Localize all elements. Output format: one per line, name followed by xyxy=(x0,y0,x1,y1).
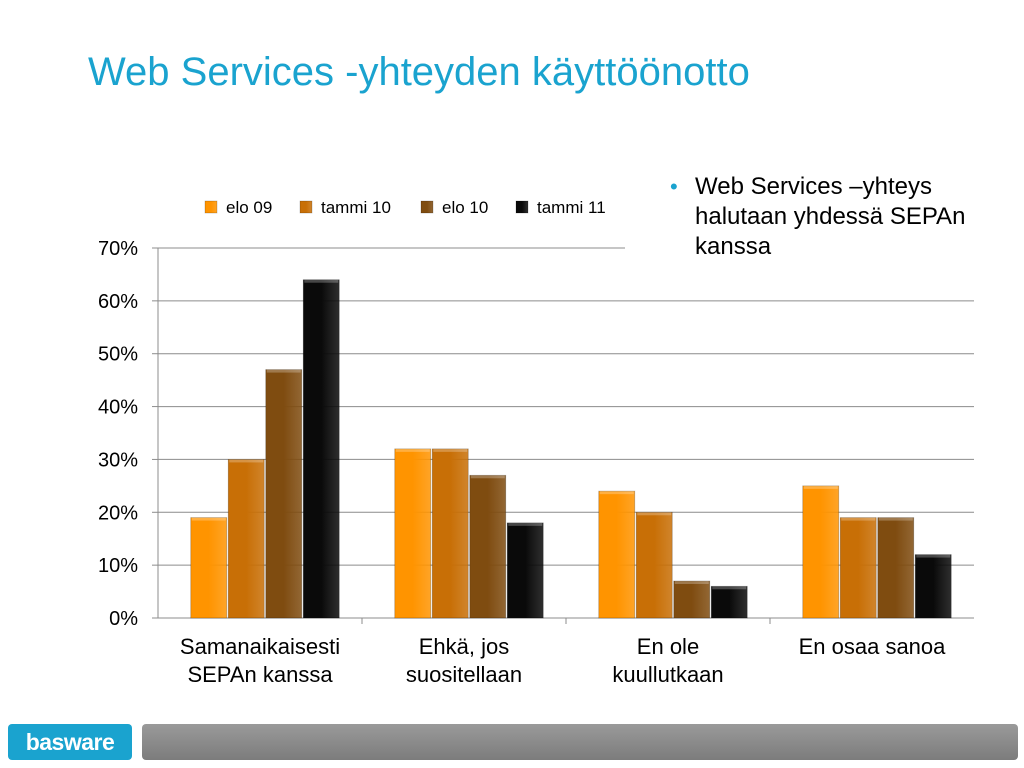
y-tick-label: 30% xyxy=(98,449,138,471)
bar xyxy=(469,474,507,619)
bar xyxy=(673,580,711,619)
slide-title: Web Services -yhteyden käyttöönotto xyxy=(88,50,750,94)
bar xyxy=(802,485,840,619)
bar-highlight xyxy=(470,475,505,479)
basware-logo: basware xyxy=(8,724,132,760)
bar xyxy=(265,369,303,619)
bar-highlight xyxy=(599,491,634,495)
y-tick-label: 60% xyxy=(98,291,138,313)
bar xyxy=(839,517,877,619)
bar-highlight xyxy=(229,459,264,463)
y-tick-label: 20% xyxy=(98,502,138,524)
x-tick-label: Ehkä, jos suositellaan xyxy=(406,634,522,687)
bar-highlight xyxy=(266,369,301,373)
x-axis-category-labels: Samanaikaisesti SEPAn kanssa Ehkä, jos suos… xyxy=(180,634,946,687)
y-tick-label: 40% xyxy=(98,397,138,419)
legend-label: tammi 11 xyxy=(537,198,606,217)
bar-highlight xyxy=(191,517,226,521)
y-tick-label: 50% xyxy=(98,344,138,366)
bar xyxy=(877,517,915,619)
legend-label: tammi 10 xyxy=(321,198,391,217)
bar xyxy=(710,585,748,619)
x-tick-label: Samanaikaisesti SEPAn kanssa xyxy=(180,634,340,687)
legend-swatch xyxy=(204,200,218,214)
bar xyxy=(227,459,265,619)
legend-swatch xyxy=(420,200,434,214)
bar-highlight xyxy=(508,522,543,526)
bar xyxy=(598,490,636,619)
footer-bar xyxy=(142,724,1018,760)
bullet-text: Web Services –yhteys halutaan yhdessä SE… xyxy=(695,173,966,260)
bullet-dot-icon: • xyxy=(670,174,678,199)
legend-swatch xyxy=(515,200,529,214)
bar-highlight xyxy=(878,517,913,521)
y-axis-tick-labels: 0% 10% 20% 30% 40% 50% 60% 70% xyxy=(98,238,138,630)
bar-highlight xyxy=(433,448,468,452)
bullet-item: • Web Services –yhteys halutaan yhdessä … xyxy=(668,172,1008,262)
bar-highlight xyxy=(803,485,838,489)
chart-bars xyxy=(190,279,952,619)
y-tick-label: 0% xyxy=(109,608,138,630)
y-tick-label: 70% xyxy=(98,238,138,260)
bar xyxy=(635,511,673,619)
bullet-list: • Web Services –yhteys halutaan yhdessä … xyxy=(668,172,1008,262)
x-tick-label: En osaa sanoa xyxy=(799,634,947,659)
bar-highlight xyxy=(916,554,951,558)
bar-highlight xyxy=(637,512,672,516)
bar xyxy=(914,554,952,619)
x-tick-label: En ole kuullutkaan xyxy=(612,634,723,687)
legend-swatch xyxy=(299,200,313,214)
bar xyxy=(394,448,432,619)
legend-label: elo 10 xyxy=(442,198,488,217)
bar-highlight xyxy=(304,279,339,283)
bar xyxy=(190,517,228,619)
bar-highlight xyxy=(712,586,747,590)
chart-legend: elo 09 tammi 10 elo 10 tammi 11 xyxy=(204,198,606,217)
logo-text: basware xyxy=(25,729,115,755)
bar xyxy=(506,522,544,619)
bar-highlight xyxy=(841,517,876,521)
bar xyxy=(431,448,469,619)
bar-highlight xyxy=(674,581,709,584)
legend-label: elo 09 xyxy=(226,198,272,217)
bar xyxy=(302,279,340,619)
y-tick-label: 10% xyxy=(98,555,138,577)
bar-highlight xyxy=(395,448,430,452)
bar-chart: 0% 10% 20% 30% 40% 50% 60% 70% Samanaikaisesti S… xyxy=(98,198,974,687)
